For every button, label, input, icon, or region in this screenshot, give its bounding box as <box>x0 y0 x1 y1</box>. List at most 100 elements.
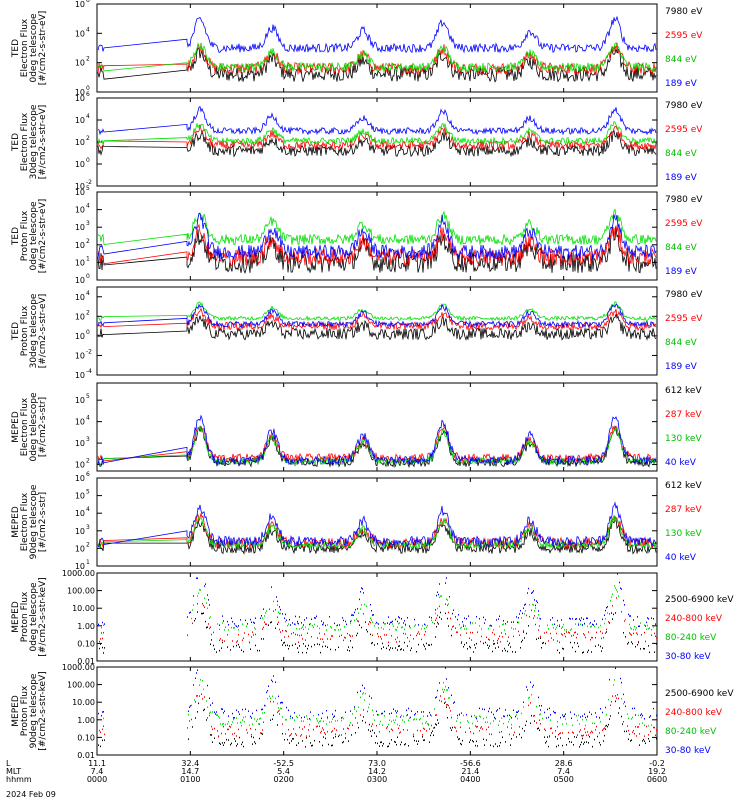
data-point <box>582 735 583 737</box>
data-point <box>568 737 569 740</box>
data-point <box>481 635 482 638</box>
data-point <box>423 715 424 717</box>
data-point <box>649 716 650 718</box>
data-point <box>409 640 410 643</box>
data-point <box>460 721 461 724</box>
data-point <box>394 721 395 724</box>
data-point <box>533 715 534 717</box>
ylabel-line: TED <box>11 39 21 58</box>
data-point <box>524 612 525 615</box>
data-point <box>486 739 487 741</box>
data-point <box>457 736 458 738</box>
data-point <box>238 643 239 646</box>
data-point <box>369 703 370 706</box>
data-point <box>297 647 298 649</box>
data-point <box>98 744 99 746</box>
data-point <box>404 620 405 622</box>
data-point <box>571 717 572 719</box>
data-point <box>209 714 210 717</box>
data-point <box>275 627 276 629</box>
ytick-label: 1000.00 <box>62 663 95 672</box>
ylabel-line: 0deg telescope <box>29 392 39 462</box>
ytick-base: 10 <box>75 332 85 341</box>
data-point <box>376 724 377 727</box>
data-point <box>473 651 474 653</box>
data-point <box>399 622 400 624</box>
data-point <box>331 635 332 637</box>
data-point <box>354 706 355 708</box>
data-point <box>398 645 399 648</box>
ytick-exp: 1 <box>86 559 90 566</box>
data-point <box>401 648 402 650</box>
data-point <box>644 624 645 626</box>
data-point <box>102 711 103 713</box>
data-point <box>332 635 333 637</box>
data-point <box>608 698 609 701</box>
data-point <box>436 594 437 597</box>
data-point <box>299 714 300 717</box>
legend-entry: 189 eV <box>665 362 698 372</box>
data-point <box>372 621 373 623</box>
data-point <box>400 648 401 651</box>
data-point <box>505 649 506 652</box>
data-point <box>432 730 433 732</box>
data-point <box>208 623 209 625</box>
ytick-exp: 4 <box>86 415 90 422</box>
data-point <box>418 624 419 626</box>
data-point <box>580 729 581 731</box>
data-point <box>496 710 497 712</box>
data-point <box>623 599 624 602</box>
data-point <box>523 706 524 708</box>
data-point <box>519 613 520 615</box>
ytick-exp: 4 <box>86 290 90 297</box>
data-point <box>579 730 580 733</box>
data-point <box>445 582 446 584</box>
data-point <box>497 642 498 644</box>
ylabel-line: 30deg telescope <box>29 293 39 368</box>
data-point <box>562 634 563 636</box>
data-point <box>190 705 191 707</box>
data-point <box>297 622 298 625</box>
data-point <box>377 742 378 745</box>
data-point <box>299 634 300 637</box>
data-point <box>488 647 489 649</box>
data-point <box>322 712 323 715</box>
data-point <box>292 622 293 624</box>
data-point <box>458 738 459 741</box>
data-point <box>425 722 426 724</box>
data-point <box>635 628 636 631</box>
data-point <box>242 708 243 711</box>
ytick-exp: 2 <box>86 541 90 548</box>
data-point <box>638 625 639 628</box>
ytick-exp: 5 <box>86 393 90 400</box>
data-point <box>435 636 436 638</box>
data-point <box>255 617 256 619</box>
data-point <box>482 708 483 710</box>
data-point <box>600 720 601 723</box>
data-point <box>565 635 566 638</box>
data-point <box>214 727 215 730</box>
data-point <box>200 679 201 681</box>
ytick-label: 10 5 <box>75 393 90 405</box>
data-point <box>562 714 563 716</box>
data-point <box>482 728 483 730</box>
data-point <box>585 731 586 734</box>
data-point <box>513 734 514 736</box>
data-point <box>538 727 539 729</box>
data-point <box>615 700 616 703</box>
data-point <box>593 624 594 626</box>
data-point <box>327 730 328 733</box>
data-point <box>558 744 559 747</box>
data-point <box>433 734 434 737</box>
data-point <box>497 709 498 711</box>
data-point <box>488 726 489 728</box>
data-point <box>635 726 636 728</box>
data-point <box>444 689 445 691</box>
legend-entry: 287 keV <box>665 505 702 515</box>
ytick-base: 10 <box>75 562 85 571</box>
data-point <box>399 732 400 734</box>
data-point <box>205 620 206 623</box>
data-point <box>313 728 314 731</box>
data-point <box>264 704 265 707</box>
